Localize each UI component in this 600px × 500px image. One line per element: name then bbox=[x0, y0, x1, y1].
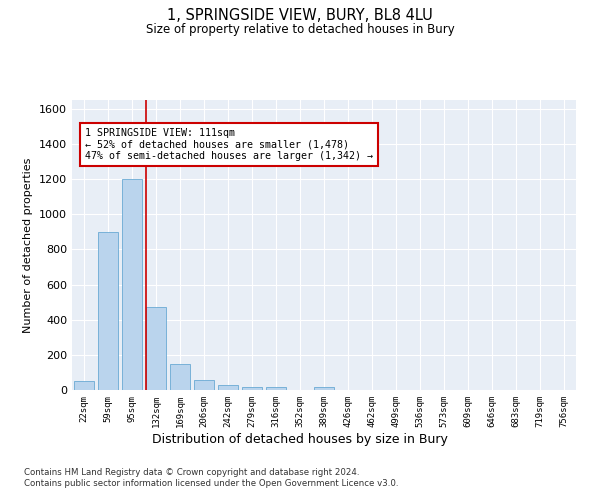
Bar bbox=[74, 381, 94, 390]
Text: Distribution of detached houses by size in Bury: Distribution of detached houses by size … bbox=[152, 432, 448, 446]
Bar bbox=[266, 388, 286, 390]
Bar bbox=[170, 364, 190, 390]
Bar bbox=[122, 179, 142, 390]
Bar bbox=[242, 388, 262, 390]
Bar bbox=[314, 388, 334, 390]
Text: 1, SPRINGSIDE VIEW, BURY, BL8 4LU: 1, SPRINGSIDE VIEW, BURY, BL8 4LU bbox=[167, 8, 433, 22]
Bar bbox=[194, 380, 214, 390]
Y-axis label: Number of detached properties: Number of detached properties bbox=[23, 158, 34, 332]
Bar bbox=[218, 384, 238, 390]
Bar bbox=[146, 308, 166, 390]
Text: Size of property relative to detached houses in Bury: Size of property relative to detached ho… bbox=[146, 22, 454, 36]
Text: 1 SPRINGSIDE VIEW: 111sqm
← 52% of detached houses are smaller (1,478)
47% of se: 1 SPRINGSIDE VIEW: 111sqm ← 52% of detac… bbox=[85, 128, 373, 162]
Text: Contains HM Land Registry data © Crown copyright and database right 2024.
Contai: Contains HM Land Registry data © Crown c… bbox=[24, 468, 398, 487]
Bar bbox=[98, 232, 118, 390]
